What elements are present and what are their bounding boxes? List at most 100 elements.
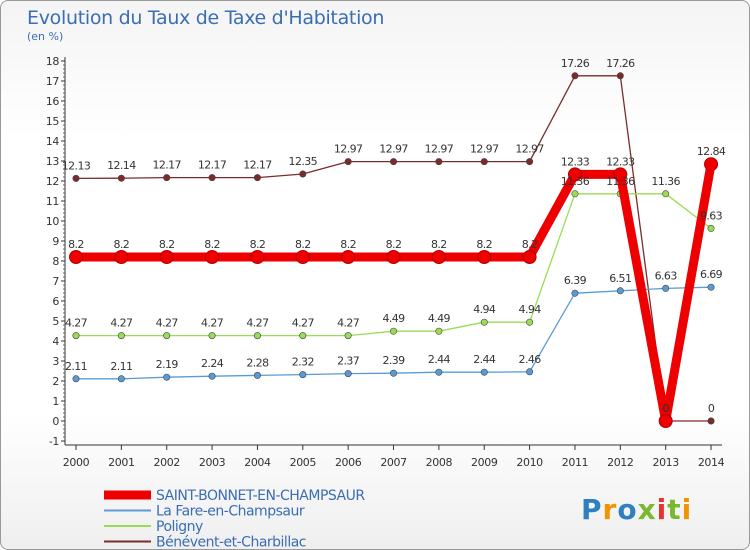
data-point bbox=[253, 174, 261, 182]
data-point bbox=[435, 368, 443, 376]
data-point bbox=[299, 332, 307, 340]
data-point bbox=[344, 158, 352, 166]
data-point bbox=[616, 287, 624, 295]
data-point bbox=[299, 371, 307, 379]
data-label: 12.97 bbox=[334, 143, 363, 156]
x-tick-label: 2001 bbox=[108, 456, 134, 469]
data-label: 12.17 bbox=[198, 159, 227, 172]
data-label: 4.27 bbox=[246, 317, 269, 330]
data-point bbox=[526, 158, 534, 166]
data-label: 4.49 bbox=[428, 312, 451, 325]
logo-letter: P bbox=[581, 493, 603, 526]
data-label: 2.24 bbox=[201, 357, 224, 370]
data-label: 2.11 bbox=[65, 360, 87, 373]
legend-label: La Fare-en-Champsaur bbox=[156, 504, 305, 520]
data-label: 4.49 bbox=[382, 312, 405, 325]
x-tick-label: 2003 bbox=[199, 456, 226, 469]
y-tick-label: -1 bbox=[49, 435, 59, 448]
logo-letter: x bbox=[637, 493, 657, 526]
legend-label: Bénévent-et-Charbillac bbox=[156, 535, 306, 550]
y-tick-label: 8 bbox=[52, 255, 59, 268]
data-point bbox=[704, 157, 719, 172]
data-label: 8.2 bbox=[68, 238, 84, 251]
data-label: 8.2 bbox=[476, 238, 492, 251]
data-label: 4.94 bbox=[473, 303, 496, 316]
y-tick-label: 14 bbox=[46, 135, 60, 148]
data-label: 12.13 bbox=[62, 159, 91, 172]
data-point bbox=[163, 373, 171, 381]
data-point bbox=[208, 174, 216, 182]
data-label: 6.39 bbox=[564, 274, 587, 287]
data-label: 12.33 bbox=[606, 155, 635, 168]
data-label: 8.2 bbox=[114, 238, 130, 251]
data-point bbox=[208, 372, 216, 380]
y-tick-label: 2 bbox=[52, 375, 59, 388]
data-label: 12.14 bbox=[107, 159, 136, 172]
data-point bbox=[163, 332, 171, 340]
y-tick-label: 10 bbox=[46, 215, 60, 228]
data-point bbox=[480, 318, 488, 326]
data-point bbox=[707, 283, 715, 291]
data-point bbox=[299, 170, 307, 178]
y-tick-label: 4 bbox=[52, 335, 59, 348]
data-point bbox=[341, 250, 356, 264]
data-point bbox=[567, 167, 582, 182]
data-point bbox=[72, 332, 80, 340]
data-label: 12.97 bbox=[425, 143, 454, 156]
data-label: 8.2 bbox=[204, 238, 220, 251]
data-label: 8.2 bbox=[386, 238, 402, 251]
data-label: 8.2 bbox=[159, 238, 175, 251]
data-point bbox=[390, 369, 398, 377]
data-label: 11.36 bbox=[606, 175, 635, 188]
data-point bbox=[390, 158, 398, 166]
data-label: 2.44 bbox=[473, 353, 496, 366]
data-label: 4.27 bbox=[337, 317, 360, 330]
x-tick-label: 2002 bbox=[154, 456, 180, 469]
data-label: 12.17 bbox=[152, 159, 181, 172]
y-tick-label: 6 bbox=[52, 295, 59, 308]
data-point bbox=[117, 174, 125, 182]
data-point bbox=[480, 368, 488, 376]
data-label: 8.2 bbox=[295, 238, 311, 251]
data-label: 8.2 bbox=[340, 238, 356, 251]
data-point bbox=[69, 250, 83, 264]
x-tick-label: 2006 bbox=[335, 456, 362, 469]
x-tick-label: 2012 bbox=[607, 456, 633, 469]
data-point bbox=[431, 250, 446, 264]
data-point bbox=[253, 332, 261, 340]
data-label: 2.32 bbox=[292, 356, 314, 369]
x-tick-label: 2011 bbox=[562, 456, 588, 469]
data-point bbox=[571, 190, 579, 198]
data-label: 9.63 bbox=[700, 209, 723, 222]
data-label: 8.2 bbox=[431, 238, 447, 251]
data-point bbox=[250, 250, 265, 264]
x-tick-label: 2004 bbox=[244, 456, 271, 469]
data-point bbox=[526, 318, 534, 326]
data-label: 12.35 bbox=[289, 155, 318, 168]
data-label: 2.28 bbox=[246, 356, 269, 369]
y-tick-label: 0 bbox=[52, 415, 59, 428]
data-point bbox=[480, 158, 488, 166]
data-label: 2.44 bbox=[428, 353, 451, 366]
y-tick-label: 5 bbox=[52, 315, 59, 328]
data-label: 11.36 bbox=[651, 175, 680, 188]
data-point bbox=[658, 414, 673, 428]
data-label: 11.36 bbox=[561, 175, 590, 188]
x-tick-label: 2007 bbox=[380, 456, 407, 469]
y-tick-label: 17 bbox=[46, 75, 60, 88]
data-label: 4.27 bbox=[65, 317, 88, 330]
y-tick-label: 9 bbox=[52, 235, 59, 248]
x-tick-label: 2008 bbox=[426, 456, 453, 469]
data-point bbox=[707, 224, 715, 232]
logo-letter: r bbox=[602, 493, 618, 526]
data-point bbox=[72, 375, 80, 383]
legend-label: SAINT-BONNET-EN-CHAMPSAUR bbox=[156, 488, 365, 504]
data-point bbox=[477, 250, 492, 264]
data-point bbox=[571, 72, 579, 80]
y-tick-label: 1 bbox=[52, 395, 59, 408]
data-point bbox=[295, 250, 310, 264]
data-point bbox=[344, 370, 352, 378]
data-point bbox=[522, 250, 537, 264]
data-label: 2.46 bbox=[519, 353, 542, 366]
